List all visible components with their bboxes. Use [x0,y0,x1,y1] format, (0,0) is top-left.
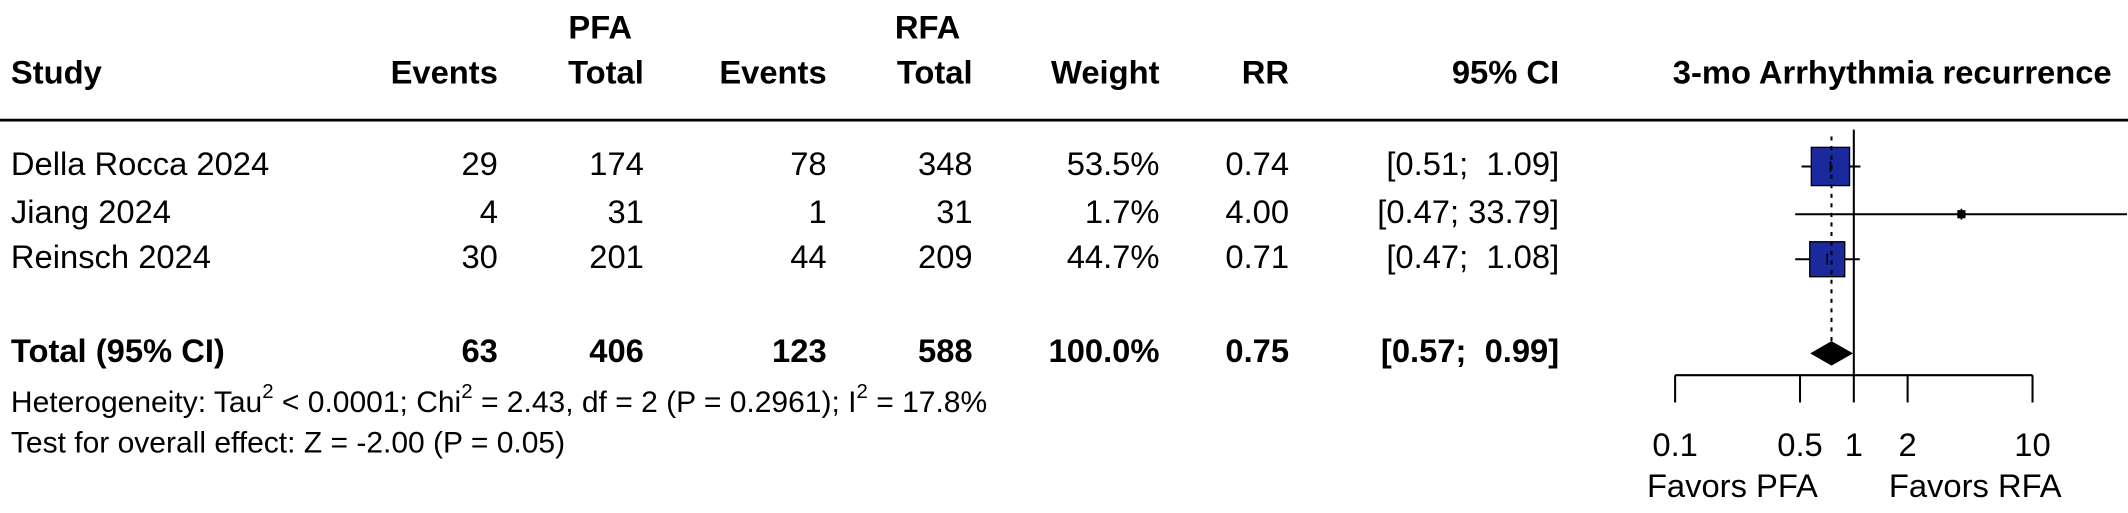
superscript: 2 [461,380,472,403]
table-cell: 31 [607,193,643,230]
table-cell: 31 [936,193,972,230]
total-label: Total (95% CI) [11,332,225,369]
column-header: Total [568,54,644,91]
table-cell: 0.71 [1225,238,1289,275]
table-cell: [0.51; 1.09] [1386,145,1559,182]
table-cell: [0.47; 1.08] [1386,238,1559,275]
superscript: 2 [262,380,273,403]
total-cell: [0.57; 0.99] [1381,332,1559,369]
table-cell: 53.5% [1067,145,1160,182]
table-cell: 348 [918,145,973,182]
total-cell: 63 [461,332,497,369]
x-tick-label: 0.5 [1777,426,1822,463]
column-header: Total [897,54,973,91]
column-header: Weight [1051,54,1160,91]
column-header: RR [1242,54,1289,91]
overall-test: Test for overall effect: Z = -2.00 (P = … [11,427,565,460]
table-cell: 30 [461,238,497,275]
column-header: Study [11,54,103,91]
table-cell: 29 [461,145,497,182]
x-tick-label: 0.1 [1652,426,1697,463]
study-name: Reinsch 2024 [11,238,211,275]
heterogeneity: Heterogeneity: Tau2 < 0.0001; Chi2 = 2.4… [11,380,987,418]
favors-label: Favors RFA [1889,467,2062,504]
total-cell: 0.75 [1225,332,1289,369]
table-cell: 209 [918,238,973,275]
table-cell: 1 [808,193,826,230]
group-header: RFA [895,9,960,46]
total-cell: 588 [918,332,973,369]
column-header: 95% CI [1452,54,1559,91]
chart-title: 3-mo Arrhythmia recurrence [1673,54,2112,91]
table-cell: 44 [790,238,826,275]
table-cell: 78 [790,145,826,182]
x-tick-label: 1 [1845,426,1863,463]
x-tick-label: 10 [2014,426,2050,463]
text-run: Heterogeneity: Tau [11,386,262,419]
table-cell: 1.7% [1085,193,1160,230]
column-header: Events [719,54,826,91]
text-run: < 0.0001; Chi [274,386,462,419]
text-run: = 2.43, df = 2 (P = 0.2961); I [473,386,857,419]
table-cell: 201 [589,238,644,275]
table-cell: [0.47; 33.79] [1377,193,1559,230]
text-run: = 17.8% [868,386,987,419]
pooled-diamond [1810,341,1854,366]
favors-label: Favors PFA [1647,467,1818,504]
column-header: Events [391,54,498,91]
table-cell: 4 [480,193,498,230]
group-header: PFA [568,9,632,46]
study-name: Jiang 2024 [11,193,171,230]
table-cell: 44.7% [1067,238,1160,275]
superscript: 2 [857,380,868,403]
table-cell: 4.00 [1225,193,1289,230]
table-cell: 0.74 [1225,145,1289,182]
x-tick-label: 2 [1899,426,1917,463]
total-cell: 123 [772,332,827,369]
table-cell: 174 [589,145,644,182]
total-cell: 406 [589,332,644,369]
total-cell: 100.0% [1049,332,1160,369]
study-name: Della Rocca 2024 [11,145,269,182]
